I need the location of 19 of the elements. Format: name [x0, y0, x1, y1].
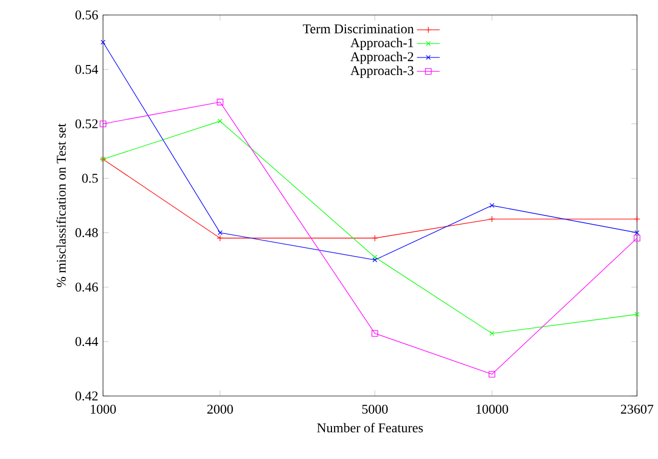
x-tick-label: 23607: [620, 404, 654, 414]
y-tick-label: 0.56: [75, 10, 98, 20]
y-tick-label: 0.44: [75, 337, 98, 346]
legend-label: Approach-3: [350, 66, 414, 78]
legend-label: Term Discrimination: [302, 24, 414, 34]
x-tick-label: 5000: [362, 404, 388, 414]
y-tick-label: 0.52: [75, 119, 98, 128]
y-tick-label: 0.54: [75, 64, 98, 74]
legend-label: Approach-2: [350, 52, 414, 64]
x-tick-label: 2000: [207, 404, 233, 414]
y-tick-label: 0.48: [75, 228, 98, 238]
y-axis-title: % misclassification on Test set: [56, 123, 66, 288]
y-tick-label: 0.46: [75, 282, 98, 292]
x-tick-label: 10000: [476, 404, 508, 414]
legend-label: Approach-1: [350, 38, 414, 50]
y-tick-label: 0.5: [82, 174, 98, 183]
x-tick-label: 1000: [90, 404, 116, 414]
x-axis-title: Number of Features: [317, 422, 423, 432]
y-tick-label: 0.42: [75, 391, 98, 401]
